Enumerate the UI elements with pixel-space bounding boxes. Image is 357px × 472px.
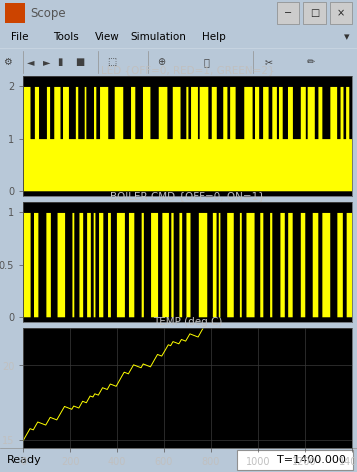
- Text: ⚙: ⚙: [4, 57, 12, 67]
- Bar: [303, 2, 326, 24]
- Text: ✏: ✏: [307, 57, 315, 67]
- Text: Ready: Ready: [7, 455, 42, 465]
- Text: ⬜: ⬜: [203, 57, 209, 67]
- Title: LED {OFF=0, RED=1, GREEN=2}: LED {OFF=0, RED=1, GREEN=2}: [101, 65, 274, 75]
- Text: ⬚: ⬚: [107, 57, 116, 67]
- Bar: [277, 2, 299, 24]
- Title: BOILER CMD {OFF=0, ON=1}: BOILER CMD {OFF=0, ON=1}: [110, 191, 265, 201]
- Text: ◄: ◄: [27, 57, 34, 67]
- Text: ▾: ▾: [344, 32, 350, 42]
- Text: Simulation: Simulation: [130, 32, 186, 42]
- Bar: [330, 2, 352, 24]
- Text: ▮: ▮: [57, 57, 62, 67]
- Text: T=1400.000: T=1400.000: [277, 455, 346, 465]
- Text: ×: ×: [337, 8, 345, 18]
- Text: −: −: [284, 8, 292, 18]
- Text: View: View: [95, 32, 119, 42]
- Text: Scope: Scope: [30, 7, 66, 19]
- Bar: [5, 3, 25, 23]
- Text: □: □: [310, 8, 319, 18]
- Title: TEMP (deg C): TEMP (deg C): [153, 317, 222, 327]
- Text: ►: ►: [43, 57, 50, 67]
- Text: File: File: [11, 32, 28, 42]
- Text: ✂: ✂: [264, 57, 272, 67]
- Text: ⊕: ⊕: [157, 57, 165, 67]
- Text: ■: ■: [75, 57, 84, 67]
- Text: Help: Help: [202, 32, 226, 42]
- Bar: [237, 450, 353, 470]
- Text: Tools: Tools: [54, 32, 79, 42]
